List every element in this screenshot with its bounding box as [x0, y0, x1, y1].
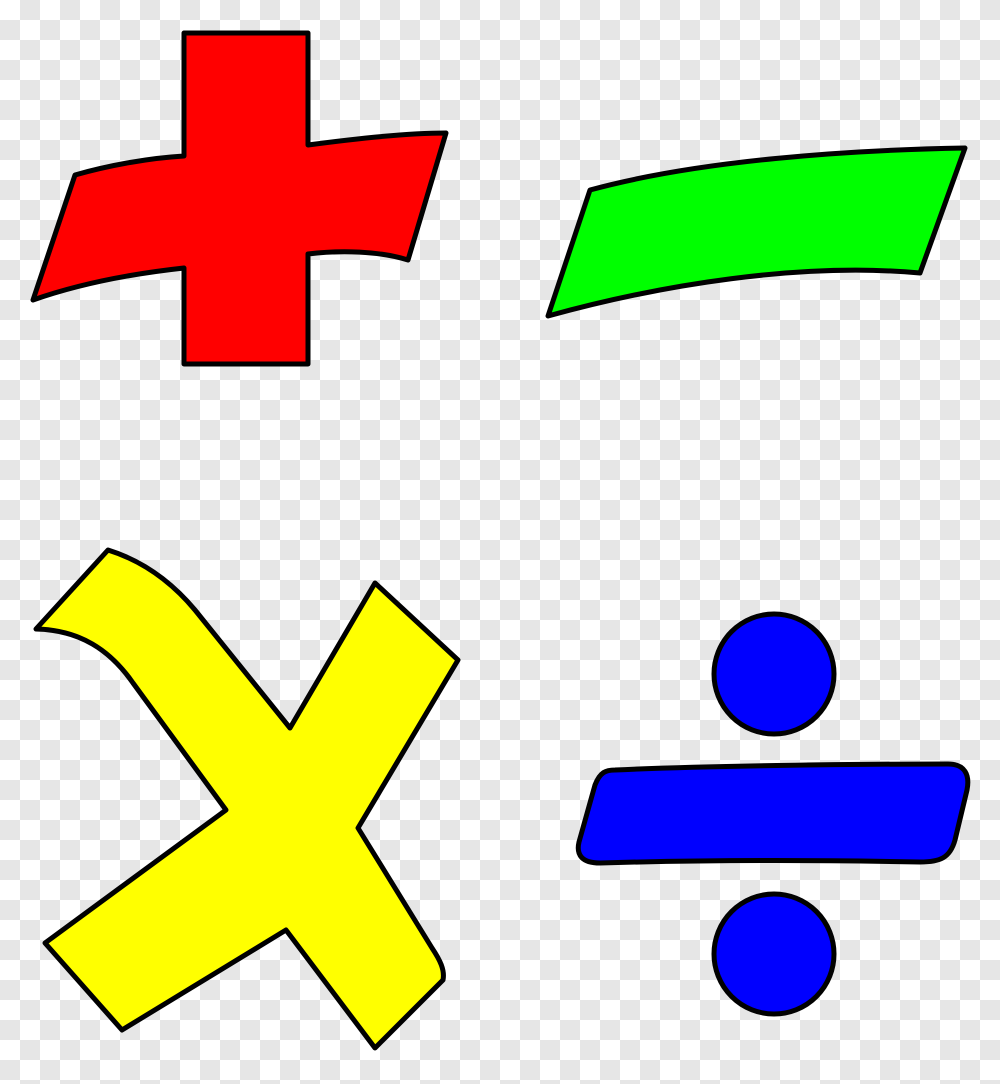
divide-bar [575, 761, 971, 866]
minus-icon [545, 145, 968, 319]
divide-icon [575, 611, 971, 1017]
divide-bottom-dot [711, 891, 837, 1017]
divide-top-dot [711, 611, 837, 737]
multiply-icon [33, 547, 461, 1051]
plus-icon [30, 30, 449, 367]
